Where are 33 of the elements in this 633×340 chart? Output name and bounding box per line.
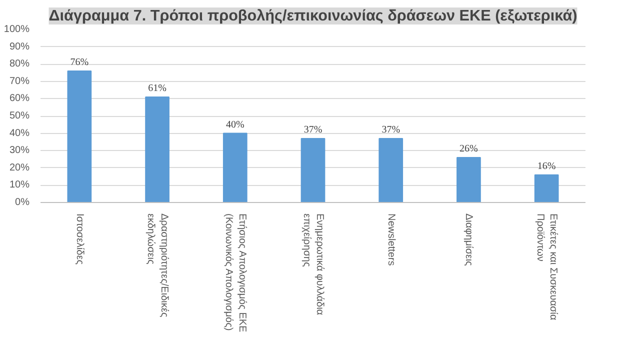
- y-tick-label: 10%: [9, 180, 30, 191]
- bar: [300, 138, 326, 202]
- x-tick-label: Ενημερωτικά φυλλάδια επιχείρησης: [300, 214, 326, 316]
- x-tick-label: Δραστηριότητες/Ειδικές εκδηλώσεις: [145, 214, 170, 318]
- chart-title: Διάγραμμα 7. Τρόποι προβολής/επικοινωνίας δράσεων ΕΚΕ (εξωτερικά): [48, 8, 578, 24]
- data-label: 16%: [537, 160, 556, 172]
- y-tick-label: 60%: [9, 93, 30, 104]
- data-label: 26%: [460, 144, 478, 155]
- y-tick-label: 90%: [9, 41, 30, 52]
- data-label: 61%: [148, 82, 166, 94]
- bar: [378, 138, 404, 202]
- y-tick-label: 50%: [9, 110, 30, 122]
- x-tick-label: Διαφημίσεις: [463, 214, 474, 266]
- y-tick-label: 70%: [9, 76, 30, 87]
- x-tick-label: Ετικέτες και Συσκευασία Προϊόντων: [534, 214, 559, 320]
- bar: [145, 96, 170, 202]
- y-tick-label: 100%: [4, 24, 30, 35]
- data-label: 37%: [304, 124, 322, 136]
- bar: [456, 157, 481, 202]
- y-tick-label: 30%: [9, 145, 30, 156]
- y-tick-label: 40%: [9, 128, 30, 139]
- data-label: 40%: [226, 119, 244, 130]
- y-tick-label: 80%: [9, 58, 30, 70]
- y-tick-label: 0%: [15, 197, 30, 208]
- bar: [534, 174, 559, 202]
- x-tick-label: Ιστοσελίδες: [74, 214, 85, 265]
- x-tick-label: Ετήσιος Απολογισμός ΕΚΕ (Κοινωνικός Απολογισμός): [223, 214, 248, 333]
- data-label: 76%: [70, 57, 89, 68]
- y-tick-label: 20%: [9, 162, 30, 174]
- data-label: 37%: [382, 124, 400, 136]
- bar: [67, 70, 92, 202]
- bar: [222, 132, 248, 202]
- x-tick-label: Newsletters: [385, 214, 396, 266]
